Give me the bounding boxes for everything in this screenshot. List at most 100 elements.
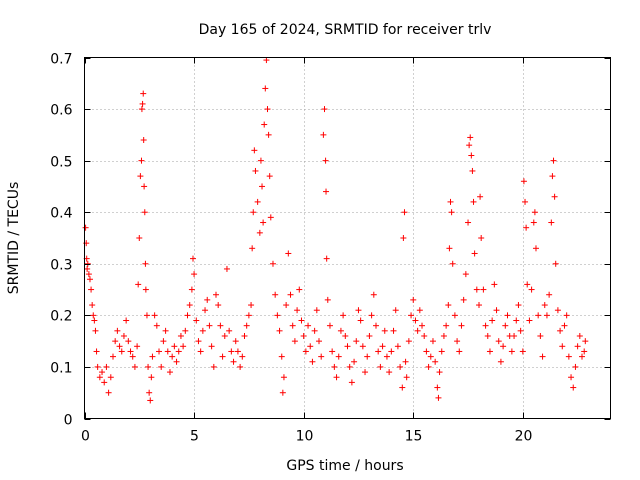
data-point <box>524 281 531 288</box>
data-point <box>162 327 169 334</box>
data-point <box>381 327 388 334</box>
data-point <box>143 312 150 319</box>
data-point <box>199 327 206 334</box>
data-point <box>94 363 101 370</box>
y-tick-label: 0.2 <box>50 309 72 325</box>
data-point <box>513 317 520 324</box>
data-point <box>355 307 362 314</box>
data-point <box>568 374 575 381</box>
data-point <box>480 286 487 293</box>
data-point <box>125 338 132 345</box>
data-point <box>486 348 493 355</box>
data-point <box>329 348 336 355</box>
data-point <box>402 358 409 365</box>
data-point <box>423 348 430 355</box>
data-point <box>283 302 290 309</box>
data-points <box>82 57 589 404</box>
data-point <box>219 353 226 360</box>
data-point <box>468 152 475 159</box>
data-point <box>554 307 561 314</box>
data-point <box>302 348 309 355</box>
data-point <box>140 90 147 97</box>
data-point <box>435 394 442 401</box>
data-point <box>375 348 382 355</box>
data-point <box>239 353 246 360</box>
data-point <box>213 291 219 298</box>
data-point <box>173 358 180 365</box>
data-point <box>333 374 340 381</box>
data-point <box>86 276 93 283</box>
data-point <box>164 348 171 355</box>
data-point <box>335 353 342 360</box>
data-point <box>160 338 167 345</box>
data-point <box>278 353 285 360</box>
data-point <box>379 343 386 350</box>
data-point <box>502 322 509 329</box>
data-point <box>366 332 373 339</box>
data-point <box>342 332 349 339</box>
data-point <box>449 260 456 267</box>
data-point <box>177 332 184 339</box>
data-point <box>141 209 148 216</box>
data-point <box>93 348 100 355</box>
data-point <box>309 358 316 365</box>
data-point <box>321 106 328 113</box>
data-point <box>280 374 287 381</box>
data-point <box>473 286 480 293</box>
data-point <box>362 369 369 376</box>
data-point <box>377 363 384 370</box>
data-point <box>447 198 454 205</box>
data-point <box>432 358 439 365</box>
data-point <box>287 291 294 298</box>
data-point <box>147 397 154 404</box>
data-point <box>582 338 589 345</box>
data-point <box>565 353 572 360</box>
data-point <box>206 322 213 329</box>
data-point <box>294 307 301 314</box>
data-point <box>397 363 404 370</box>
data-point <box>504 312 511 319</box>
data-point <box>148 374 155 381</box>
data-point <box>392 307 399 314</box>
data-point <box>552 260 559 267</box>
data-point <box>323 188 330 195</box>
data-point <box>149 353 156 360</box>
data-point <box>146 389 153 396</box>
data-point <box>467 134 474 141</box>
data-point <box>142 260 149 267</box>
data-point <box>300 332 307 339</box>
data-point <box>563 312 570 319</box>
data-point <box>477 193 484 200</box>
data-point <box>351 358 358 365</box>
data-point <box>202 307 209 314</box>
data-point <box>180 343 187 350</box>
data-point <box>401 209 408 216</box>
data-point <box>359 343 366 350</box>
data-point <box>324 296 331 303</box>
data-point <box>390 327 397 334</box>
data-point <box>313 307 320 314</box>
data-point <box>469 167 476 174</box>
data-point <box>237 363 244 370</box>
data-point <box>137 173 144 180</box>
data-point <box>291 338 298 345</box>
data-point <box>559 343 566 350</box>
data-point <box>296 286 303 293</box>
data-point <box>348 379 355 386</box>
data-point <box>193 317 200 324</box>
data-point <box>112 338 119 345</box>
data-point <box>500 343 507 350</box>
data-point <box>320 131 327 138</box>
data-point <box>364 353 371 360</box>
data-point <box>134 343 141 350</box>
data-point <box>541 302 548 309</box>
data-point <box>484 332 491 339</box>
data-point <box>311 327 318 334</box>
x-axis-label: GPS time / hours <box>286 458 403 474</box>
data-point <box>557 327 564 334</box>
data-point <box>476 302 482 309</box>
data-point <box>445 302 452 309</box>
data-point <box>184 312 191 319</box>
data-point <box>191 271 198 278</box>
data-point <box>531 209 538 216</box>
